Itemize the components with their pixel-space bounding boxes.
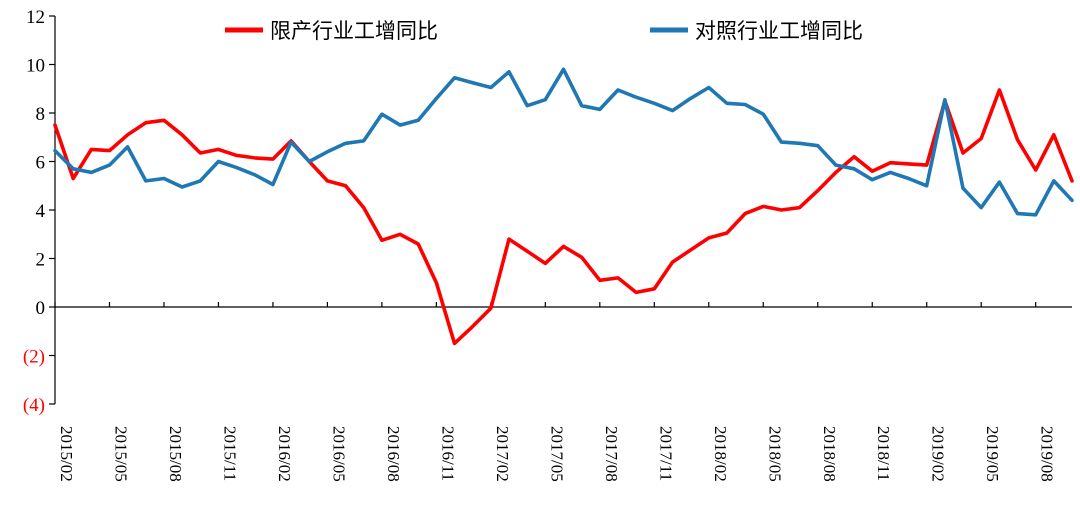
series-line-1 [53,88,1074,346]
y-tick-label: 4 [36,201,46,222]
x-tick-label: 2015/02 [57,426,76,482]
x-tick-label: 2018/08 [820,426,839,482]
y-tick-label: 12 [26,7,45,28]
x-tick-label: 2015/05 [111,426,130,482]
x-tick-label: 2018/11 [874,426,893,481]
y-tick-label: 6 [36,153,46,174]
legend-label-series-1: 限产行业工增同比 [270,19,438,43]
y-axis-ticks: 12 10 8 6 4 2 0 (2) (4) [23,7,55,416]
x-tick-label: 2017/02 [493,426,512,482]
y-tick-label: 2 [36,250,46,271]
y-tick-label: (4) [23,395,45,416]
y-tick-label: 10 [26,56,45,77]
legend: 限产行业工增同比 对照行业工增同比 [225,19,863,43]
x-axis-ticks: 2015/02 2015/05 2015/08 2015/11 2016/02 2016/… [54,302,1057,482]
y-tick-label: 0 [36,298,46,319]
x-tick-label: 2015/11 [220,426,239,481]
x-tick-label: 2015/08 [166,426,185,482]
y-tick-label: 8 [36,104,46,125]
x-tick-label: 2016/11 [438,426,457,481]
x-tick-label: 2019/02 [929,426,948,482]
y-tick-label: (2) [23,347,45,368]
x-tick-label: 2016/05 [329,426,348,482]
x-tick-label: 2019/08 [1038,426,1057,482]
x-tick-label: 2016/02 [275,426,294,482]
x-tick-label: 2016/08 [384,426,403,482]
x-tick-label: 2018/05 [765,426,784,482]
x-tick-label: 2017/11 [656,426,675,481]
x-tick-label: 2019/05 [983,426,1002,482]
legend-label-series-2: 对照行业工增同比 [695,19,863,43]
x-tick-label: 2017/05 [547,426,566,482]
x-tick-label: 2018/02 [711,426,730,482]
series-group [53,67,1074,346]
series-line-2 [53,67,1074,217]
x-tick-label: 2017/08 [602,426,621,482]
